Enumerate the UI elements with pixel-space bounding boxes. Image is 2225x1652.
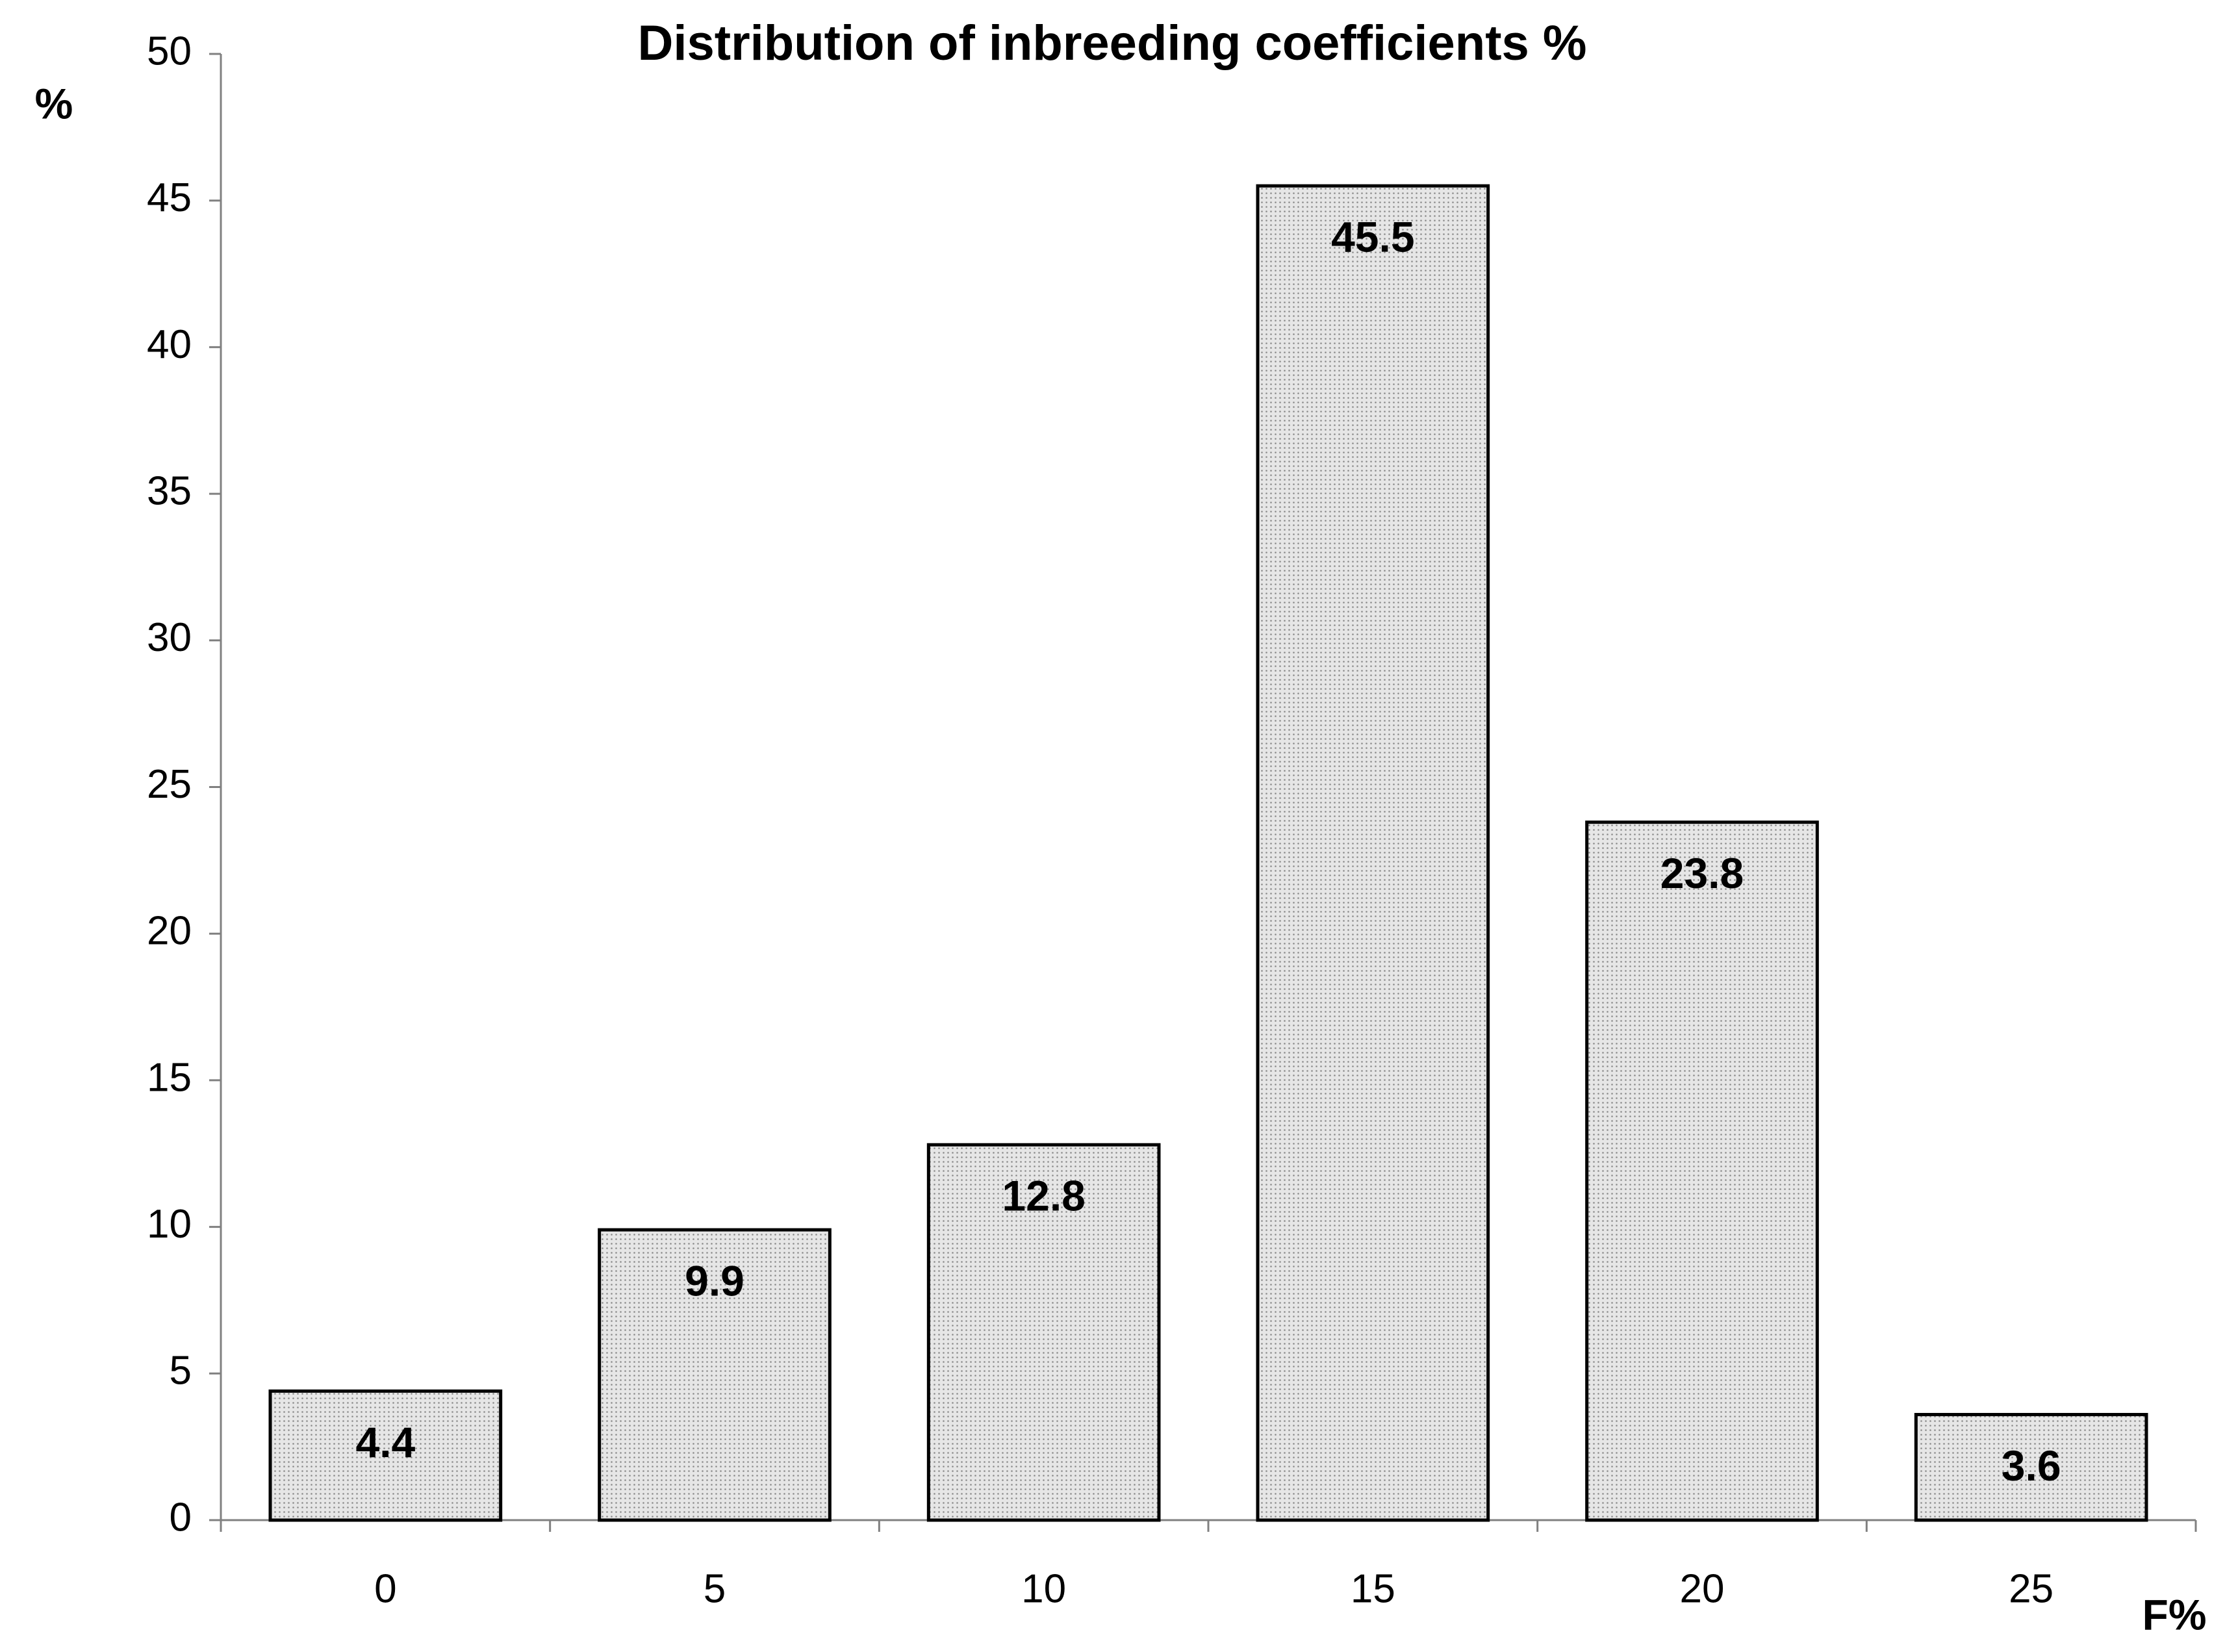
x-tick-label: 15 (1351, 1566, 1395, 1611)
y-tick-label: 30 (147, 615, 192, 660)
y-tick-label: 40 (147, 322, 192, 367)
y-tick-label: 0 (170, 1495, 192, 1540)
y-tick-label: 25 (147, 762, 192, 807)
x-axis-label: F% (2142, 1590, 2207, 1638)
y-tick-label: 20 (147, 909, 192, 954)
data-label: 4.4 (355, 1418, 415, 1466)
bar (1585, 820, 1819, 1522)
y-tick-label: 35 (147, 468, 192, 513)
data-label: 9.9 (685, 1257, 744, 1305)
y-tick-label: 50 (147, 29, 192, 73)
bar (1256, 184, 1490, 1522)
data-label: 3.6 (2002, 1442, 2061, 1490)
data-label: 45.5 (1331, 213, 1414, 261)
bar (598, 1228, 832, 1522)
x-tick-label: 0 (374, 1566, 396, 1611)
x-tick-label: 20 (1680, 1566, 1725, 1611)
y-tick-label: 15 (147, 1055, 192, 1100)
data-label: 12.8 (1002, 1172, 1085, 1220)
bar (268, 1389, 503, 1522)
y-axis-label: % (35, 79, 73, 127)
data-label: 23.8 (1660, 849, 1744, 897)
x-tick-label: 5 (704, 1566, 726, 1611)
chart-title: Distribution of inbreeding coefficients … (638, 16, 1587, 71)
y-tick-label: 10 (147, 1202, 192, 1247)
y-tick-label: 45 (147, 175, 192, 220)
x-tick-label: 25 (2009, 1566, 2053, 1611)
y-tick-label: 5 (170, 1349, 192, 1393)
bar (926, 1143, 1161, 1522)
bar (1914, 1412, 2148, 1522)
x-tick-label: 10 (1021, 1566, 1066, 1611)
